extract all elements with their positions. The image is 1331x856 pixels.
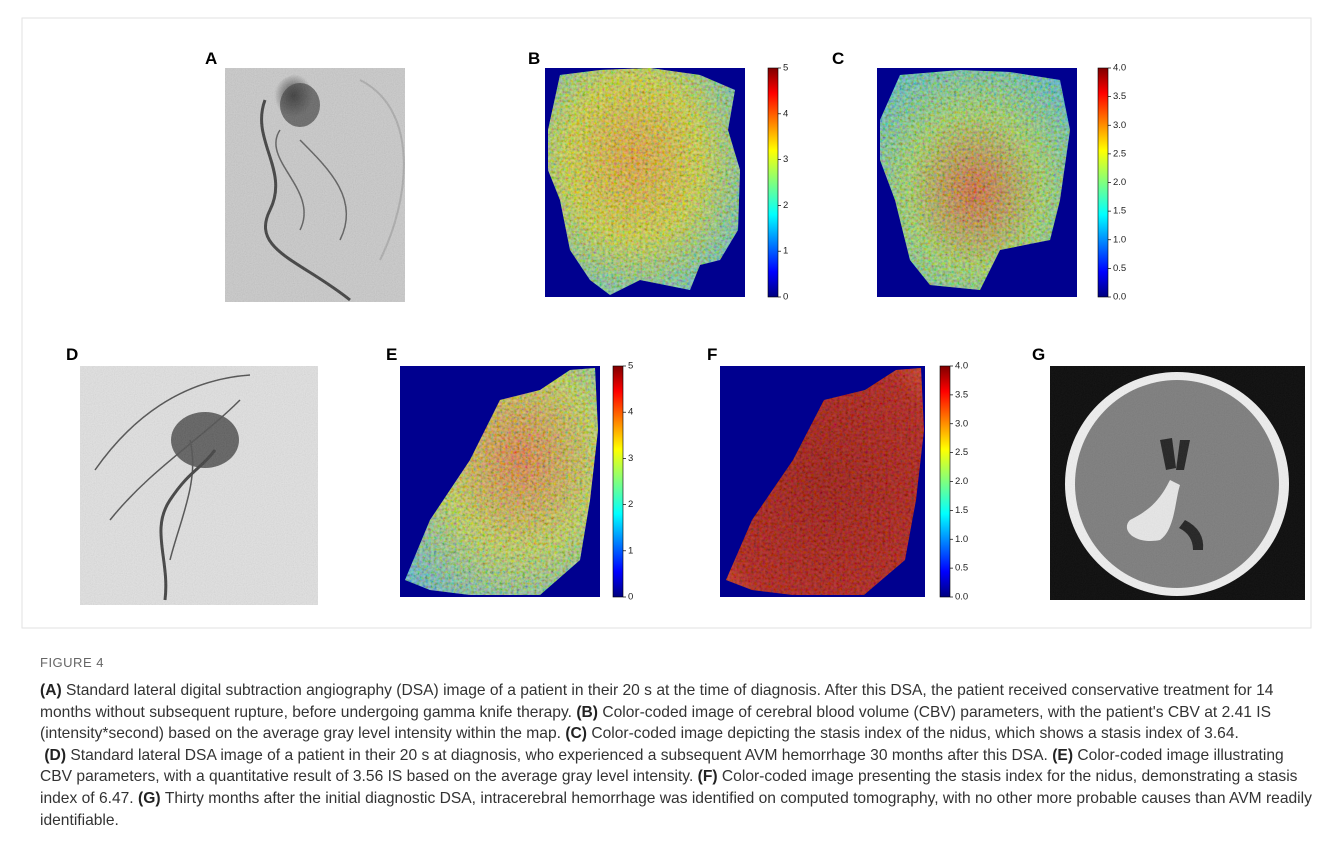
caption-text: Standard lateral DSA image of a patient … [70, 747, 1048, 764]
caption-text: Color-coded image depicting the stasis i… [591, 725, 1239, 742]
caption-text: Thirty months after the initial diagnost… [40, 790, 1312, 829]
figure-number: FIGURE 4 [40, 655, 104, 670]
colorbar-tick-label: 1 [628, 545, 633, 556]
colorbar-tick-label: 3 [628, 453, 633, 464]
colorbar-tick-label: 4 [628, 407, 633, 418]
dsa-image-d [80, 366, 318, 605]
colorbar-tick-label: 2.5 [955, 447, 968, 458]
panel-label: D [66, 345, 78, 364]
panel-label: G [1032, 345, 1045, 364]
colorbar-tick-label: 2.5 [1113, 148, 1126, 159]
caption-panel-label: (A) [40, 682, 62, 699]
colorbar-tick-label: 4.0 [1113, 63, 1126, 74]
colorbar: 0.0 0.5 1.0 1.5 2.0 2.5 3.0 3.5 4.0 [940, 361, 968, 603]
colorbar-tick-label: 4.0 [955, 361, 968, 372]
colorbar-tick-label: 3.5 [1113, 91, 1126, 102]
stasis-map-f [720, 366, 925, 597]
colorbar: 0.0 0.5 1.0 1.5 2.0 2.5 3.0 3.5 4.0 [1098, 63, 1126, 303]
colorbar-tick-label: 3.5 [955, 389, 968, 400]
colorbar: 0 1 2 3 4 5 [768, 63, 788, 303]
colorbar: 0 1 2 3 4 5 [613, 361, 633, 603]
colorbar-tick-label: 5 [783, 63, 788, 74]
caption-panel-label: (E) [1052, 747, 1073, 764]
colorbar-tick-label: 0.0 [955, 592, 968, 603]
panel-label: E [386, 345, 397, 364]
colorbar-gradient [940, 366, 950, 597]
colorbar-tick-label: 4 [783, 108, 788, 119]
cbv-map-b [545, 68, 745, 297]
figure: 0123450.00.51.01.52.02.53.03.54.00123450… [0, 0, 1331, 640]
panel-label: C [832, 49, 844, 68]
colorbar-tick-label: 2 [783, 200, 788, 211]
colorbar-tick-label: 3.0 [955, 418, 968, 429]
dsa-image-a [225, 68, 405, 302]
colorbar-tick-label: 0 [783, 292, 788, 303]
colorbar-tick-label: 0.5 [1113, 263, 1126, 274]
colorbar-tick-label: 0 [628, 592, 633, 603]
colorbar-tick-label: 1.0 [1113, 234, 1126, 245]
caption-panel-label: (G) [138, 790, 161, 807]
panel-label: A [205, 49, 217, 68]
colorbar-gradient [1098, 68, 1108, 297]
colorbar-tick-label: 1.5 [1113, 206, 1126, 217]
colorbar-tick-label: 3 [783, 154, 788, 165]
caption-panel-label: (D) [44, 747, 66, 764]
colorbar-gradient [613, 366, 623, 597]
colorbar-tick-label: 1 [783, 246, 788, 257]
page: {"figure": { "panels": [ {"label": "A"},… [0, 0, 1331, 856]
caption-panel-label: (B) [576, 704, 598, 721]
ct-image-g [1050, 366, 1305, 600]
colorbar-gradient [768, 68, 778, 297]
colorbar-tick-label: 2.0 [955, 476, 968, 487]
colorbar-tick-label: 3.0 [1113, 120, 1126, 131]
cbv-map-e [400, 366, 600, 597]
colorbar-tick-label: 0.5 [955, 563, 968, 574]
stasis-map-c [877, 68, 1077, 297]
colorbar-tick-label: 2.0 [1113, 177, 1126, 188]
panel-label: B [528, 49, 540, 68]
colorbar-tick-label: 5 [628, 361, 633, 372]
colorbar-tick-label: 0.0 [1113, 292, 1126, 303]
figure-caption: (A)Standard lateral digital subtraction … [40, 680, 1312, 831]
colorbar-tick-label: 1.0 [955, 534, 968, 545]
colorbar-tick-label: 2 [628, 499, 633, 510]
colorbar-tick-label: 1.5 [955, 505, 968, 516]
panel-label: F [707, 345, 717, 364]
caption-panel-label: (C) [565, 725, 587, 742]
caption-panel-label: (F) [698, 768, 718, 785]
